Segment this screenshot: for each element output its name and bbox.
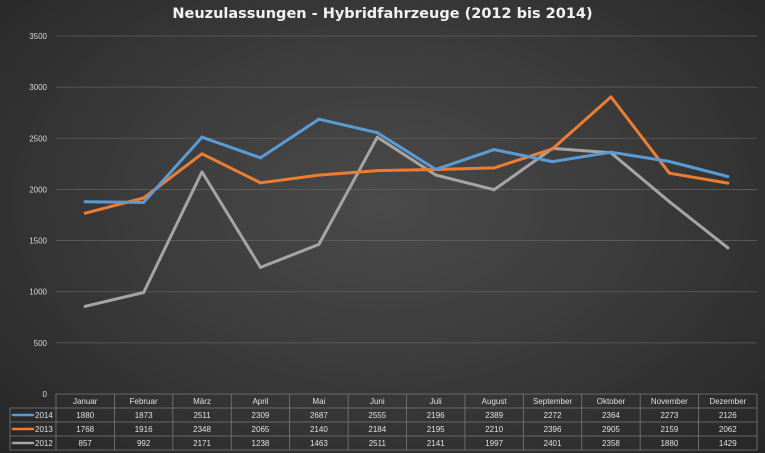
data-point-2013	[258, 181, 262, 185]
data-label: 2389	[485, 411, 503, 420]
data-label: 1880	[660, 439, 678, 448]
data-label: 2348	[193, 425, 211, 434]
series-line-2012	[83, 135, 730, 308]
data-label: 2309	[252, 411, 270, 420]
data-point-2014	[142, 200, 146, 204]
data-point-2013	[667, 171, 671, 175]
x-category-label: Oktober	[597, 397, 626, 406]
y-tick-label: 1000	[29, 288, 47, 297]
data-point-2014	[726, 175, 730, 179]
data-point-2013	[142, 196, 146, 200]
y-tick-label: 0	[43, 390, 48, 399]
data-label: 2126	[719, 411, 737, 420]
data-point-2014	[258, 156, 262, 160]
data-label: 2171	[193, 439, 211, 448]
data-label: 2511	[369, 439, 387, 448]
data-point-2012	[83, 304, 87, 308]
data-point-2012	[317, 242, 321, 246]
legend-label-2012: 2012	[35, 439, 53, 448]
x-category-label: Juni	[370, 397, 385, 406]
data-label: 1873	[135, 411, 153, 420]
data-label: 2159	[660, 425, 678, 434]
series-line-2013	[83, 95, 730, 215]
y-tick-label: 3500	[29, 32, 47, 41]
data-label: 2141	[427, 439, 445, 448]
y-tick-label: 3000	[29, 83, 47, 92]
data-label: 2184	[368, 425, 386, 434]
data-point-2014	[492, 148, 496, 152]
data-label: 2140	[310, 425, 328, 434]
data-point-2013	[551, 147, 555, 151]
data-point-2014	[375, 131, 379, 135]
data-point-2014	[83, 200, 87, 204]
data-point-2012	[258, 265, 262, 269]
data-point-2012	[726, 246, 730, 250]
y-tick-label: 2500	[29, 134, 47, 143]
y-tick-label: 1500	[29, 237, 47, 246]
data-label: 2364	[602, 411, 620, 420]
data-label: 1880	[76, 411, 94, 420]
data-label: 2272	[544, 411, 562, 420]
data-point-2012	[667, 200, 671, 204]
data-label: 2905	[602, 425, 620, 434]
x-category-label: Januar	[73, 397, 98, 406]
data-point-2013	[200, 152, 204, 156]
x-category-label: März	[193, 397, 211, 406]
data-point-2012	[375, 135, 379, 139]
data-point-2013	[726, 181, 730, 185]
data-point-2014	[609, 150, 613, 154]
data-point-2013	[83, 211, 87, 215]
data-point-2014	[434, 167, 438, 171]
data-label: 2358	[602, 439, 620, 448]
data-label: 2555	[368, 411, 386, 420]
x-category-label: November	[651, 397, 688, 406]
x-category-label: Dezember	[709, 397, 746, 406]
data-point-2013	[492, 166, 496, 170]
data-label: 1463	[310, 439, 328, 448]
data-label: 2065	[252, 425, 270, 434]
x-category-label: Mai	[312, 397, 325, 406]
data-label: 1997	[485, 439, 503, 448]
legend-label-2014: 2014	[35, 411, 53, 420]
data-label: 2210	[485, 425, 503, 434]
data-point-2013	[317, 173, 321, 177]
data-label: 1429	[719, 439, 737, 448]
chart-title: Neuzulassungen - Hybridfahrzeuge (2012 b…	[172, 6, 593, 22]
data-label: 2687	[310, 411, 328, 420]
data-point-2014	[551, 160, 555, 164]
data-label: 2195	[427, 425, 445, 434]
data-label: 992	[137, 439, 151, 448]
x-category-label: August	[482, 397, 508, 406]
data-label: 2273	[660, 411, 678, 420]
data-label: 2062	[719, 425, 737, 434]
data-point-2014	[317, 117, 321, 121]
x-category-label: Februar	[130, 397, 158, 406]
data-label: 1768	[76, 425, 94, 434]
data-point-2013	[609, 95, 613, 99]
data-point-2014	[200, 135, 204, 139]
data-label: 857	[79, 439, 93, 448]
series-line-2014	[83, 117, 730, 204]
data-point-2013	[375, 169, 379, 173]
data-point-2014	[667, 160, 671, 164]
x-category-label: Juli	[430, 397, 442, 406]
y-tick-label: 2000	[29, 185, 47, 194]
data-label: 1916	[135, 425, 153, 434]
data-label: 2196	[427, 411, 445, 420]
data-label: 1238	[252, 439, 270, 448]
data-label: 2401	[544, 439, 562, 448]
x-category-label: September	[533, 397, 572, 406]
data-point-2012	[434, 173, 438, 177]
x-category-label: April	[252, 397, 268, 406]
y-tick-label: 500	[34, 339, 48, 348]
legend-label-2013: 2013	[35, 425, 53, 434]
data-label: 2511	[193, 411, 211, 420]
data-point-2012	[492, 188, 496, 192]
data-label: 2396	[544, 425, 562, 434]
data-point-2012	[142, 291, 146, 295]
data-point-2012	[200, 170, 204, 174]
